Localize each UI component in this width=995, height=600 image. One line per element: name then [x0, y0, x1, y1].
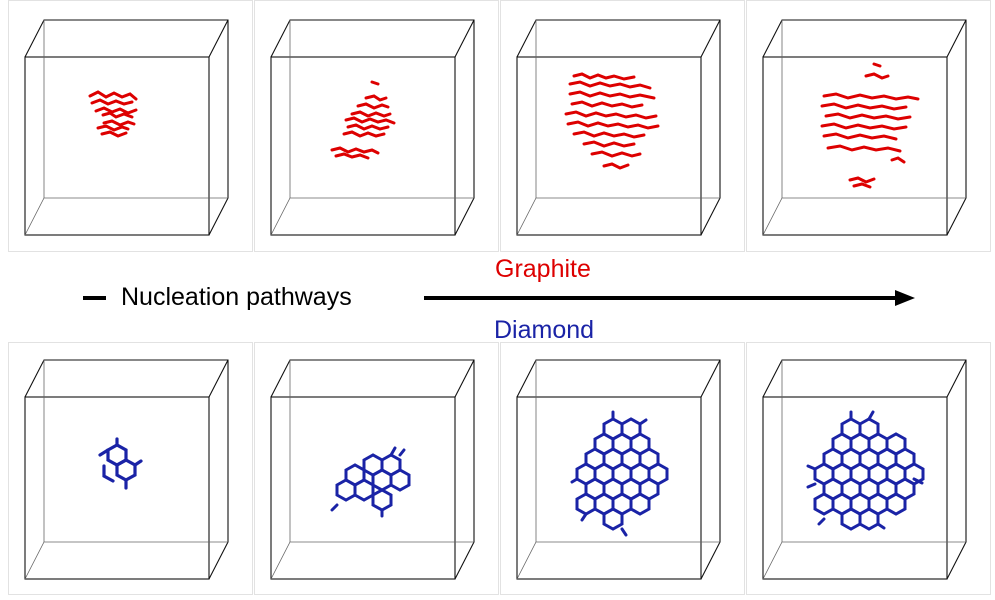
graphite-snapshot-4: [762, 19, 967, 236]
graphite-snapshot-1: [24, 19, 229, 236]
diamond-snapshot-3: [516, 359, 721, 580]
diamond-snapshot-2: [270, 359, 475, 580]
graphite-snapshot-3: [516, 19, 721, 236]
diamond-panel-2: [254, 342, 499, 595]
pathway-label: Nucleation pathways: [121, 283, 352, 311]
graphite-panel-2: [254, 0, 499, 252]
graphite-panel-4: [746, 0, 991, 252]
diamond-snapshot-1: [24, 359, 229, 580]
diamond-label: Diamond: [494, 316, 595, 344]
graphite-snapshot-2: [270, 19, 475, 236]
arrow-head: [895, 290, 915, 306]
diamond-panel-4: [746, 342, 991, 595]
diamond-snapshot-4: [762, 359, 967, 580]
diamond-panel-1: [8, 342, 253, 595]
graphite-panel-1: [8, 0, 253, 252]
diamond-panel-3: [500, 342, 745, 595]
graphite-panel-3: [500, 0, 745, 252]
graphite-label: Graphite: [495, 255, 591, 283]
